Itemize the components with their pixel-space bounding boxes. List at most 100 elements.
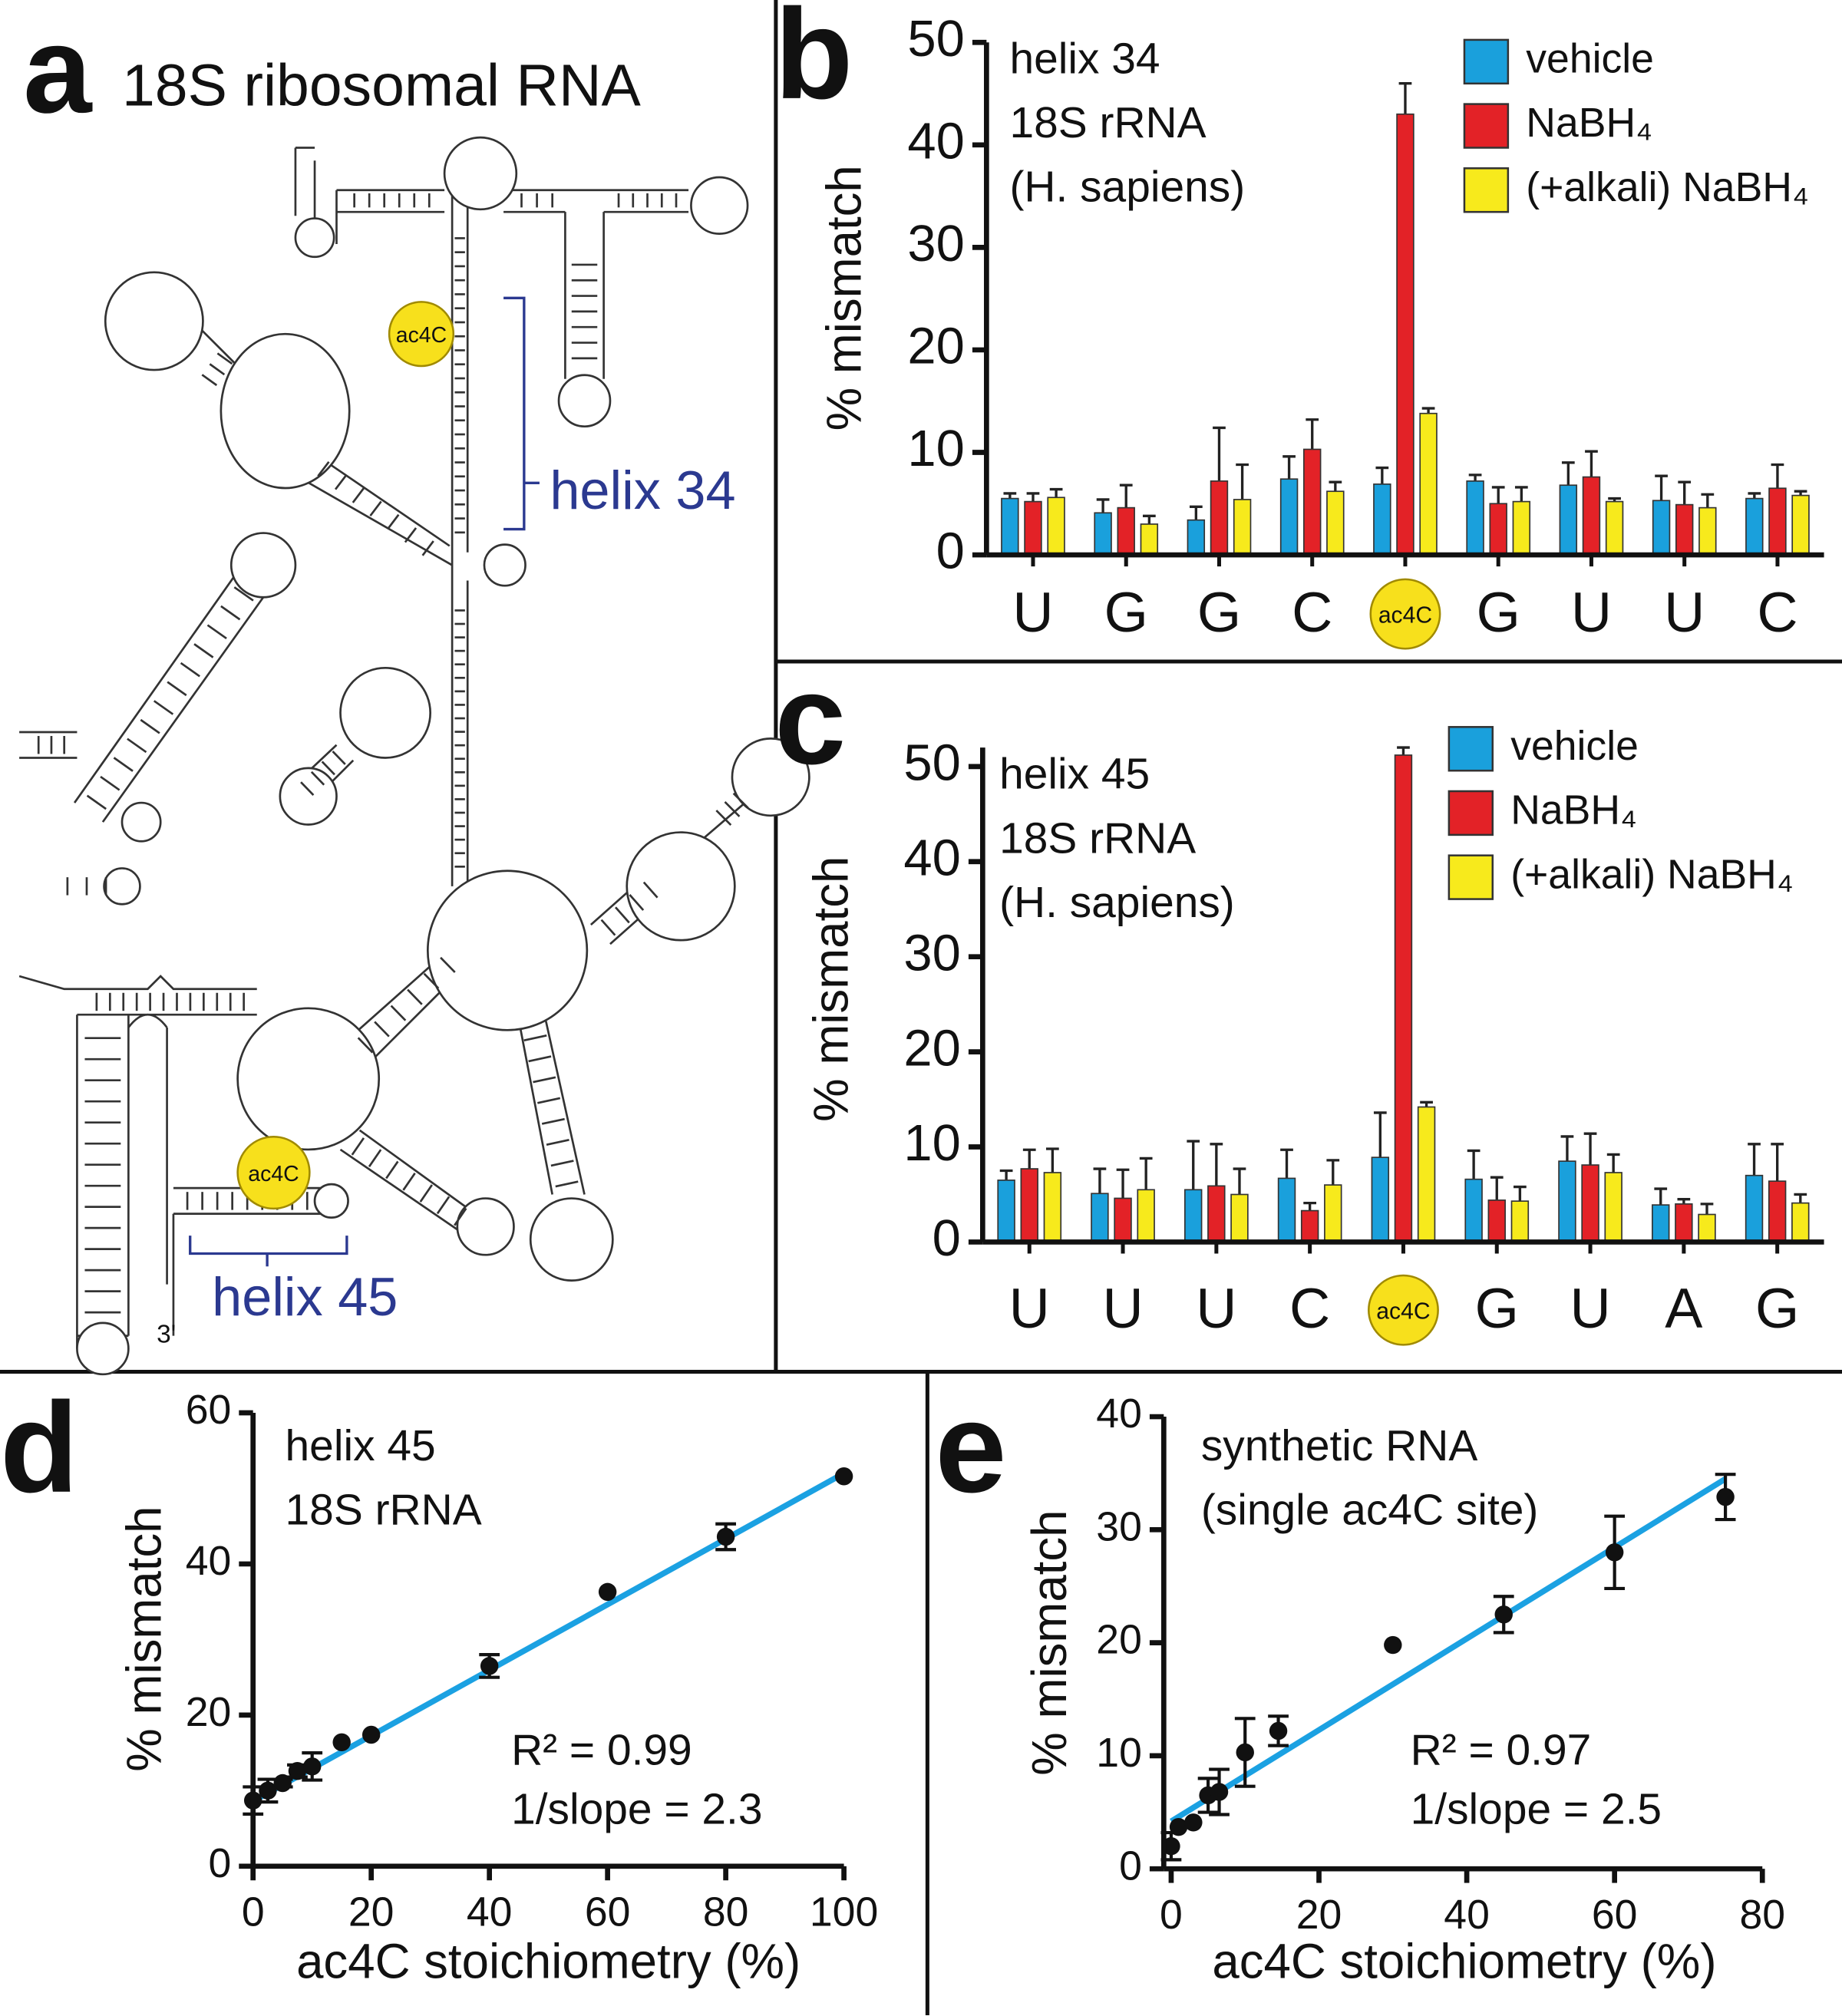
base-pair (374, 1021, 390, 1038)
bar (1675, 503, 1694, 556)
data-point (834, 1467, 853, 1486)
panel-letter: d (0, 1376, 78, 1519)
y-tick-label: 0 (208, 1841, 231, 1886)
bar (1652, 1204, 1670, 1243)
base-pair (140, 718, 160, 734)
base-pair (541, 1117, 565, 1125)
legend-swatch (1463, 103, 1510, 149)
base-pair (423, 972, 440, 989)
annotation: 18S rRNA (286, 1486, 482, 1535)
bar (1140, 523, 1159, 556)
bar (1675, 1203, 1693, 1243)
base-pair (369, 500, 382, 516)
base-pair (402, 1172, 416, 1191)
fit-line (251, 1470, 846, 1804)
rna-diagram: a 18S ribosomal RNA (18, 2, 810, 1376)
x-tick-label: U (1009, 1276, 1050, 1340)
helix-label: helix 34 (550, 460, 735, 520)
data-point (1494, 1605, 1513, 1624)
bar (1137, 1189, 1155, 1243)
highlight-circle (1368, 1274, 1439, 1346)
bar (1277, 1177, 1296, 1243)
fit-statistic: 1/slope = 2.5 (1411, 1785, 1662, 1834)
legend-label: NaBH₄ (1510, 788, 1637, 833)
bar (1020, 1168, 1038, 1243)
bar (1091, 1193, 1109, 1243)
base-pair (404, 527, 418, 543)
x-tick-label: 0 (1160, 1892, 1183, 1938)
base-pair (233, 586, 254, 602)
end-label: 3' (157, 1320, 176, 1348)
y-axis-label: % mismatch (1022, 1510, 1077, 1776)
base-pair (421, 540, 434, 556)
bar (1604, 1172, 1622, 1243)
bar (1466, 480, 1484, 556)
annotation: (H. sapiens) (1009, 163, 1245, 212)
bar (1510, 1200, 1530, 1243)
annotation: (single ac4C site) (1201, 1486, 1539, 1535)
y-tick-label: 10 (903, 1114, 960, 1172)
data-point (1184, 1813, 1203, 1832)
legend-swatch (1448, 854, 1494, 900)
x-tick-label: G (1755, 1276, 1799, 1340)
y-tick-label: 40 (903, 829, 960, 886)
legend-swatch (1448, 726, 1494, 772)
x-tick-label: G (1477, 580, 1520, 644)
panel-letter: c (774, 648, 846, 791)
bar (1024, 500, 1042, 556)
bar (1489, 503, 1507, 556)
base-pair (321, 761, 335, 776)
base-pair (167, 681, 187, 697)
bar (1230, 1193, 1249, 1243)
bar (1745, 497, 1764, 556)
bar (1698, 1213, 1716, 1243)
x-tick-label: A (1665, 1276, 1702, 1340)
y-tick-label: 10 (907, 420, 964, 477)
bar (1043, 1172, 1062, 1243)
y-tick-label: 40 (186, 1539, 232, 1584)
ac4c-label: ac4C (396, 323, 447, 348)
base-pair (317, 460, 330, 477)
base-pair (193, 643, 214, 658)
x-tick-label: U (1012, 580, 1053, 644)
base-pair (546, 1139, 569, 1147)
bar (1210, 480, 1229, 556)
bar (1791, 494, 1810, 556)
x-tick-label: U (1571, 580, 1612, 644)
x-tick-label: 80 (703, 1890, 749, 1935)
x-tick-label: C (1757, 580, 1797, 644)
annotation: helix 45 (999, 750, 1150, 799)
base-pair (206, 624, 227, 640)
base-pair (180, 662, 200, 678)
base-pair (732, 792, 749, 809)
fit-statistic: R² = 0.97 (1411, 1726, 1592, 1775)
x-tick-label: C (1289, 1276, 1330, 1340)
helix-bracket (189, 296, 540, 1267)
data-point (361, 1725, 381, 1744)
bar (1487, 1199, 1506, 1243)
base-pair (220, 605, 241, 621)
base-pair (310, 770, 325, 786)
annotation: 18S rRNA (1009, 98, 1206, 147)
x-tick-label: C (1292, 580, 1332, 644)
bar (1745, 1174, 1764, 1243)
base-pair (600, 919, 616, 936)
annotation: helix 45 (286, 1421, 436, 1470)
x-tick-label: 100 (810, 1890, 878, 1935)
bar (1419, 412, 1438, 556)
base-pair (357, 1037, 374, 1054)
bar (1001, 497, 1019, 556)
y-tick-label: 30 (1096, 1504, 1142, 1549)
y-tick-label: 20 (907, 318, 964, 375)
bar (1652, 500, 1671, 556)
bar (1303, 448, 1322, 556)
ac4c-site (388, 301, 455, 368)
data-point (480, 1657, 499, 1675)
bar (1279, 478, 1299, 556)
x-tick-label: 40 (467, 1890, 513, 1935)
data-point (1269, 1721, 1288, 1740)
y-tick-label: 30 (907, 215, 964, 272)
base-pair (528, 1055, 552, 1063)
bar (1417, 1106, 1436, 1243)
bar (1582, 476, 1601, 556)
